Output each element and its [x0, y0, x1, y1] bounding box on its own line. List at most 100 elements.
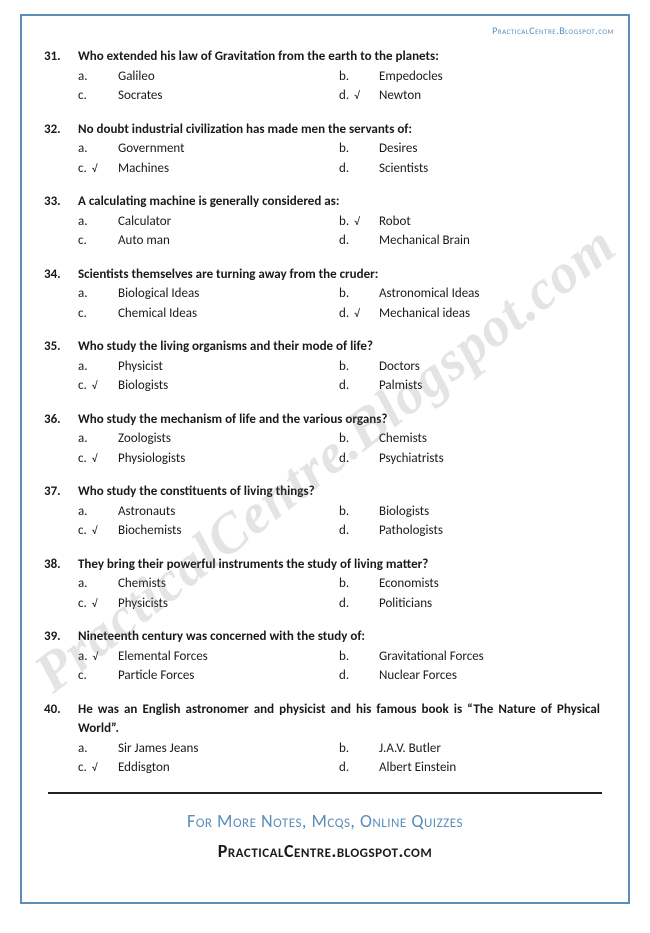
- option-label: a.: [78, 429, 118, 449]
- option: c.Socrates: [78, 86, 339, 106]
- option: d.Palmists: [339, 376, 600, 396]
- question-number: 38.: [44, 555, 78, 575]
- option: a.Astronauts: [78, 502, 339, 522]
- option: a. √Elemental Forces: [78, 647, 339, 667]
- option: b.J.A.V. Butler: [339, 739, 600, 759]
- option: c. √Physicists: [78, 594, 339, 614]
- option: d.Pathologists: [339, 521, 600, 541]
- option: b.Desires: [339, 139, 600, 159]
- question-number: 33.: [44, 192, 78, 212]
- footer-site-line: PracticalCentre.blogspot.com: [22, 840, 628, 862]
- option-text: Biologists: [118, 376, 339, 396]
- option: b.Astronomical Ideas: [339, 284, 600, 304]
- option-text: Zoologists: [118, 429, 339, 449]
- question-number: 35.: [44, 337, 78, 357]
- option-text: Mechanical ideas: [379, 304, 600, 324]
- check-icon: √: [352, 215, 359, 228]
- footer: For More Notes, Mcqs, Online Quizzes Pra…: [22, 810, 628, 862]
- option-text: Sir James Jeans: [118, 739, 339, 759]
- option: a.Galileo: [78, 67, 339, 87]
- option-label: d.: [339, 231, 379, 251]
- option: d.Politicians: [339, 594, 600, 614]
- question-number: 34.: [44, 265, 78, 285]
- option: c. √Machines: [78, 159, 339, 179]
- option-label: a.: [78, 212, 118, 232]
- question-row: 32.No doubt industrial civilization has …: [44, 120, 600, 140]
- question-block: 31.Who extended his law of Gravitation f…: [44, 47, 600, 106]
- option-label: a.: [78, 284, 118, 304]
- option: b.Chemists: [339, 429, 600, 449]
- question-number: 39.: [44, 627, 78, 647]
- question-row: 36.Who study the mechanism of life and t…: [44, 410, 600, 430]
- option-text: Chemical Ideas: [118, 304, 339, 324]
- option-label: b.: [339, 502, 379, 522]
- option: c. √Biologists: [78, 376, 339, 396]
- option-text: Economists: [379, 574, 600, 594]
- option-text: Palmists: [379, 376, 600, 396]
- option-text: Chemists: [379, 429, 600, 449]
- option: b.Economists: [339, 574, 600, 594]
- option-text: Mechanical Brain: [379, 231, 600, 251]
- options-row: a.Physicistb.Doctorsc. √Biologistsd.Palm…: [44, 357, 600, 396]
- option-label: d.: [339, 758, 379, 778]
- option-label: a. √: [78, 647, 118, 667]
- options-row: a.Governmentb.Desiresc. √Machinesd.Scien…: [44, 139, 600, 178]
- option-text: Albert Einstein: [379, 758, 600, 778]
- option-label: d. √: [339, 304, 379, 324]
- option-text: Biological Ideas: [118, 284, 339, 304]
- option: d.Nuclear Forces: [339, 666, 600, 686]
- question-text: They bring their powerful instruments th…: [78, 555, 600, 575]
- option-label: b.: [339, 647, 379, 667]
- option-label: c. √: [78, 449, 118, 469]
- option-text: Empedocles: [379, 67, 600, 87]
- header-url: PracticalCentre.Blogspot.com: [22, 24, 628, 37]
- option: a.Physicist: [78, 357, 339, 377]
- option-text: Astronomical Ideas: [379, 284, 600, 304]
- question-row: 40.He was an English astronomer and phys…: [44, 700, 600, 739]
- option-label: b. √: [339, 212, 379, 232]
- option-text: Auto man: [118, 231, 339, 251]
- option-label: b.: [339, 739, 379, 759]
- option-label: b.: [339, 574, 379, 594]
- check-icon: √: [90, 524, 97, 537]
- options-row: a.Sir James Jeansb.J.A.V. Butlerc. √Eddi…: [44, 739, 600, 778]
- option-label: b.: [339, 357, 379, 377]
- option-label: c.: [78, 231, 118, 251]
- question-text: He was an English astronomer and physici…: [78, 700, 600, 739]
- option-label: c. √: [78, 376, 118, 396]
- option-text: Particle Forces: [118, 666, 339, 686]
- options-row: a.Zoologistsb.Chemistsc. √Physiologistsd…: [44, 429, 600, 468]
- check-icon: √: [90, 452, 97, 465]
- question-text: Nineteenth century was concerned with th…: [78, 627, 600, 647]
- question-text: Who study the living organisms and their…: [78, 337, 600, 357]
- option-label: b.: [339, 139, 379, 159]
- option-label: b.: [339, 429, 379, 449]
- option-text: Physicist: [118, 357, 339, 377]
- question-row: 35.Who study the living organisms and th…: [44, 337, 600, 357]
- option: c. √Physiologists: [78, 449, 339, 469]
- option-label: d.: [339, 521, 379, 541]
- question-number: 40.: [44, 700, 78, 720]
- option: b.Empedocles: [339, 67, 600, 87]
- option-label: a.: [78, 67, 118, 87]
- option: d.Scientists: [339, 159, 600, 179]
- question-block: 33.A calculating machine is generally co…: [44, 192, 600, 251]
- option-label: c.: [78, 86, 118, 106]
- option: b. √Robot: [339, 212, 600, 232]
- option-label: c. √: [78, 521, 118, 541]
- option-label: c. √: [78, 159, 118, 179]
- question-block: 37.Who study the constituents of living …: [44, 482, 600, 541]
- question-text: No doubt industrial civilization has mad…: [78, 120, 600, 140]
- option: b.Doctors: [339, 357, 600, 377]
- option-text: Psychiatrists: [379, 449, 600, 469]
- option-label: d. √: [339, 86, 379, 106]
- questions-container: 31.Who extended his law of Gravitation f…: [22, 47, 628, 778]
- option: a.Biological Ideas: [78, 284, 339, 304]
- question-number: 32.: [44, 120, 78, 140]
- option-label: d.: [339, 376, 379, 396]
- option-text: Elemental Forces: [118, 647, 339, 667]
- option-label: c.: [78, 666, 118, 686]
- question-block: 35.Who study the living organisms and th…: [44, 337, 600, 396]
- option-text: Eddisgton: [118, 758, 339, 778]
- option-text: Machines: [118, 159, 339, 179]
